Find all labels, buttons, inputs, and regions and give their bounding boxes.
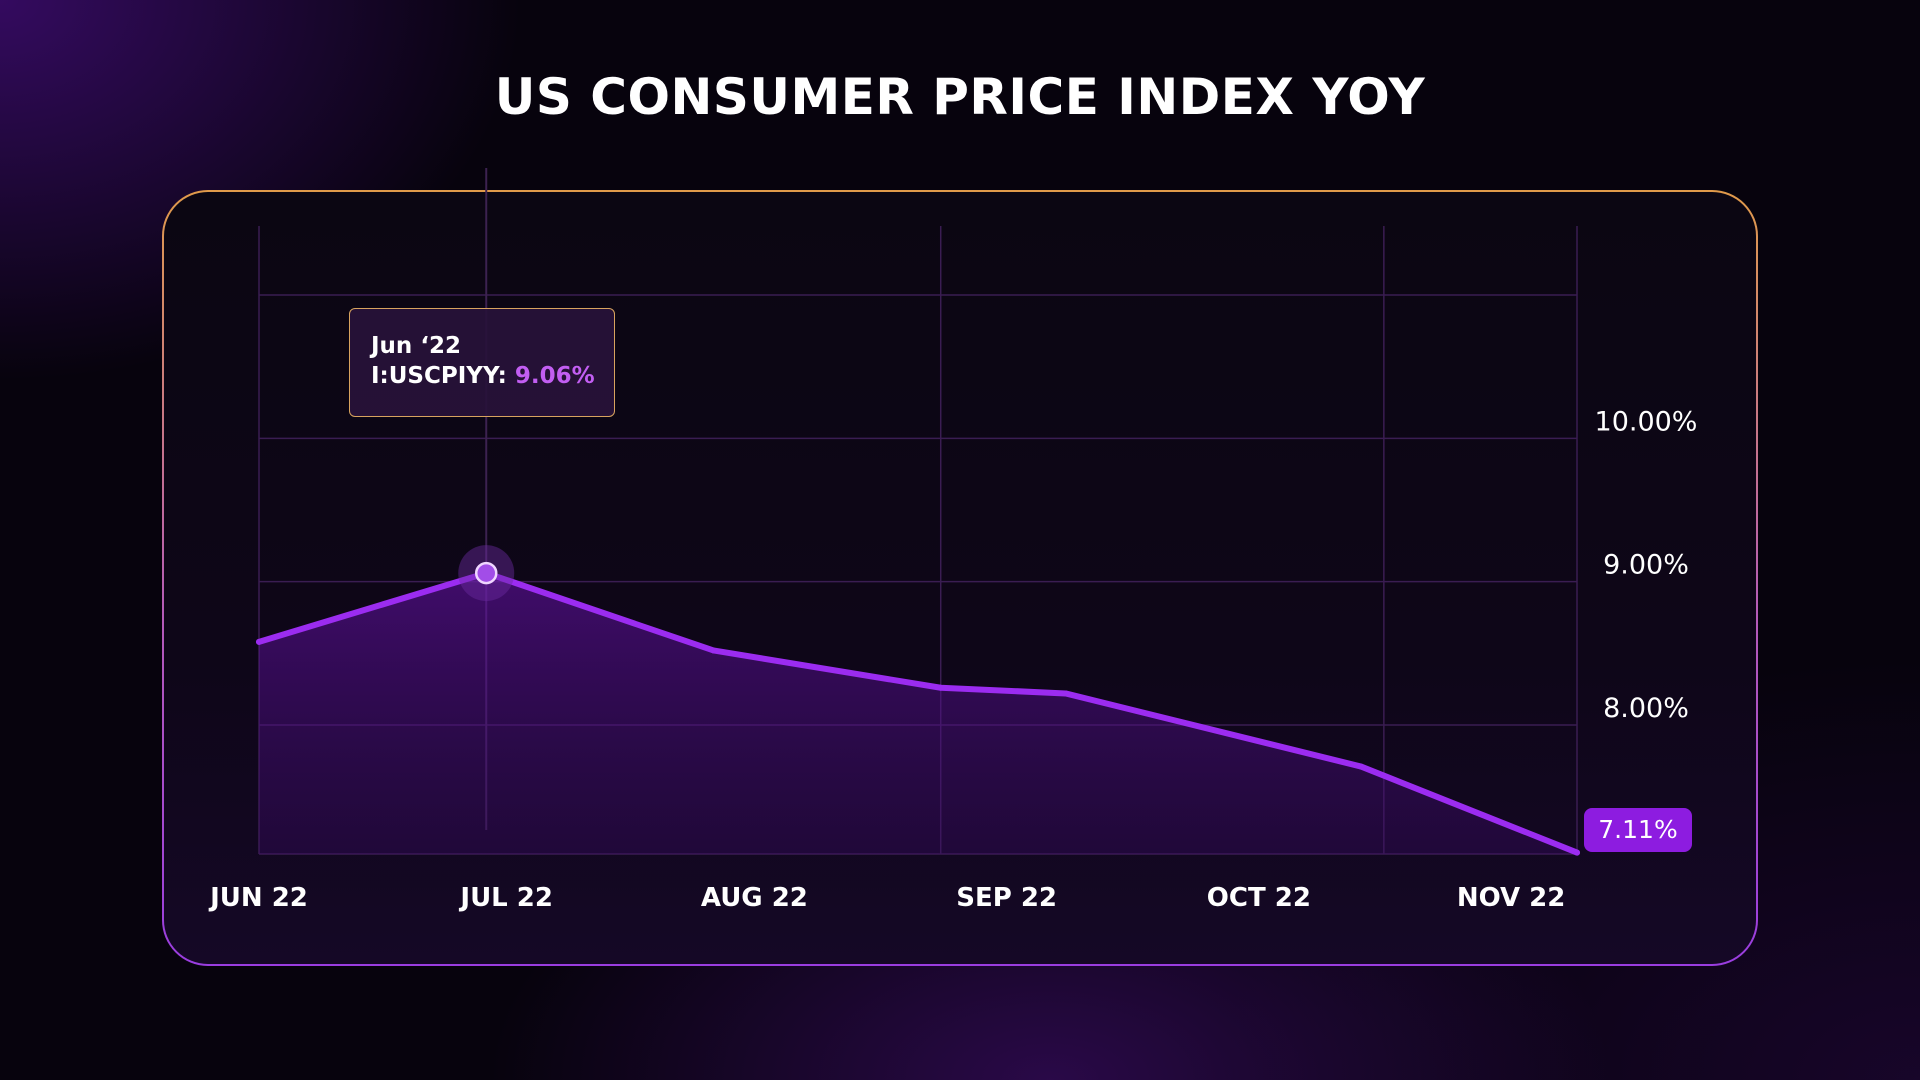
- last-value-badge: 7.11%: [1584, 808, 1692, 852]
- data-point-0: [256, 638, 262, 645]
- x-tick-label: AUG 22: [701, 883, 808, 913]
- data-point-3: [937, 684, 944, 691]
- x-tick-label: JUL 22: [458, 883, 553, 913]
- marker-dot: [474, 561, 498, 585]
- area-path: [259, 573, 1577, 854]
- area-fill: [259, 573, 1577, 854]
- tooltip-series-row: I:USCPIYY: 9.06%: [371, 361, 614, 391]
- data-point-2: [710, 647, 717, 654]
- tooltip-series-label: I:USCPIYY:: [371, 363, 507, 389]
- x-tick-label: SEP 22: [956, 883, 1057, 913]
- tooltip-value: 9.06%: [514, 363, 595, 389]
- data-point-5: [1358, 763, 1365, 770]
- data-point-6: [1574, 849, 1580, 856]
- x-axis-tick-labels: JUN 22 JUL 22 AUG 22 SEP 22 OCT 22 NOV 22: [208, 883, 1565, 913]
- data-tooltip: Jun ‘22 I:USCPIYY: 9.06%: [349, 308, 615, 417]
- chart-title: US CONSUMER PRICE INDEX YOY: [494, 68, 1426, 126]
- x-tick-label: NOV 22: [1457, 883, 1566, 913]
- x-tick-label: OCT 22: [1207, 883, 1311, 913]
- y-tick-label: 10.00%: [1595, 406, 1698, 437]
- y-tick-label: 8.00%: [1603, 693, 1689, 724]
- y-tick-label: 9.00%: [1603, 550, 1689, 581]
- tooltip-date: Jun ‘22: [371, 333, 462, 359]
- hover-marker: [458, 545, 515, 602]
- x-tick-label: JUN 22: [208, 883, 308, 913]
- y-axis-tick-labels: 10.00% 9.00% 8.00%: [1595, 406, 1698, 724]
- data-point-4: [1062, 690, 1069, 697]
